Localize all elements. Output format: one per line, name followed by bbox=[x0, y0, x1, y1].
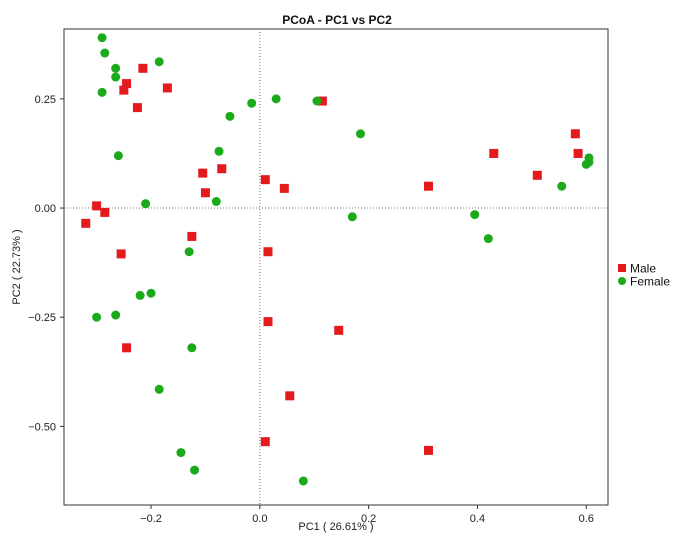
y-tick-label: −0.50 bbox=[28, 421, 56, 433]
female-point bbox=[146, 288, 156, 298]
male-point bbox=[200, 188, 210, 198]
female-point bbox=[111, 63, 121, 73]
male-point bbox=[162, 83, 172, 93]
male-point bbox=[100, 207, 110, 217]
female-point bbox=[176, 448, 186, 458]
male-point bbox=[532, 170, 542, 180]
plot-frame bbox=[63, 28, 609, 506]
female-point bbox=[100, 48, 110, 58]
female-point bbox=[97, 87, 107, 97]
legend-male-marker bbox=[618, 264, 626, 272]
female-point bbox=[92, 312, 102, 322]
male-point bbox=[317, 96, 327, 106]
female-point bbox=[187, 343, 197, 353]
female-point bbox=[557, 181, 567, 191]
female-point bbox=[190, 465, 200, 475]
axis-ticks: −0.2 0.0 0.2 0.4 0.6 −0.50 −0.25 0.00 0.25 bbox=[28, 94, 594, 525]
x-tick-label: 0.6 bbox=[579, 513, 594, 525]
female-point bbox=[584, 157, 594, 167]
data-points bbox=[81, 33, 594, 486]
male-point bbox=[279, 183, 289, 193]
female-point bbox=[347, 212, 357, 222]
male-point bbox=[122, 79, 132, 89]
legend-male-label: Male bbox=[630, 262, 656, 276]
legend-female-label: Female bbox=[630, 275, 670, 289]
female-point bbox=[97, 33, 107, 43]
female-point bbox=[247, 98, 257, 108]
reference-lines bbox=[64, 29, 608, 505]
male-point bbox=[573, 148, 583, 158]
female-point bbox=[312, 96, 322, 106]
male-point bbox=[423, 445, 433, 455]
y-tick-label: 0.25 bbox=[35, 94, 56, 106]
male-point bbox=[263, 247, 273, 257]
male-point bbox=[138, 63, 148, 73]
male-point bbox=[81, 218, 91, 228]
x-tick-label: −0.2 bbox=[140, 513, 162, 525]
female-point bbox=[135, 290, 145, 300]
male-point bbox=[119, 85, 129, 95]
female-point bbox=[225, 111, 235, 121]
male-point bbox=[285, 391, 295, 401]
chart-title: PCoA - PC1 vs PC2 bbox=[282, 13, 392, 27]
female-point bbox=[298, 476, 308, 486]
female-point bbox=[154, 384, 164, 394]
x-tick-label: 0.4 bbox=[470, 513, 485, 525]
male-point bbox=[570, 129, 580, 139]
female-point bbox=[271, 94, 281, 104]
male-point bbox=[217, 164, 227, 174]
female-point bbox=[111, 310, 121, 320]
female-point bbox=[113, 151, 123, 161]
x-tick-label: 0.2 bbox=[361, 513, 376, 525]
male-point bbox=[489, 148, 499, 158]
male-point bbox=[187, 231, 197, 241]
female-point bbox=[214, 146, 224, 156]
female-point bbox=[355, 129, 365, 139]
legend-female-marker bbox=[618, 277, 626, 285]
female-point bbox=[141, 199, 151, 209]
female-point bbox=[211, 196, 221, 206]
y-tick-label: 0.00 bbox=[35, 203, 56, 215]
y-axis-label: PC2 ( 22.73% ) bbox=[11, 229, 23, 304]
female-point bbox=[154, 57, 164, 67]
male-point bbox=[260, 175, 270, 185]
male-point bbox=[122, 343, 132, 353]
x-axis-label: PC1 ( 26.61% ) bbox=[298, 521, 373, 533]
male-point bbox=[132, 103, 142, 113]
male-point bbox=[198, 168, 208, 178]
y-tick-label: −0.25 bbox=[28, 312, 56, 324]
female-point bbox=[111, 72, 121, 82]
x-tick-label: 0.0 bbox=[252, 513, 267, 525]
male-point bbox=[423, 181, 433, 191]
male-point bbox=[116, 249, 126, 259]
male-point bbox=[260, 437, 270, 447]
male-point bbox=[334, 325, 344, 335]
male-point bbox=[263, 317, 273, 327]
female-point bbox=[184, 247, 194, 257]
female-point bbox=[470, 210, 480, 220]
male-point bbox=[92, 201, 102, 211]
female-point bbox=[483, 234, 493, 244]
